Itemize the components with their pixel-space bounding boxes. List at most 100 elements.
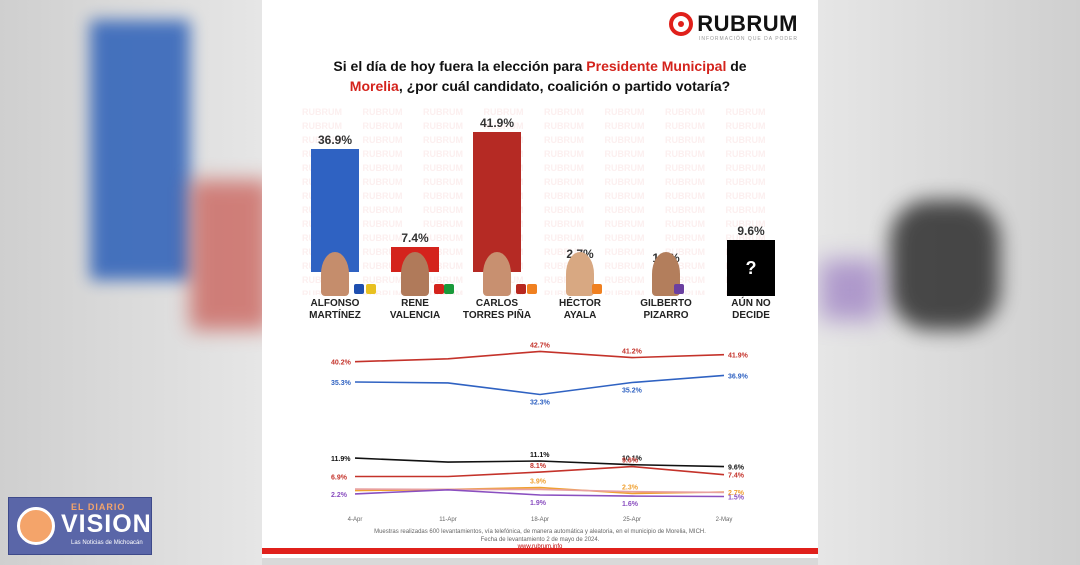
rubrum-tagline: INFORMACIÓN QUE DA PODER bbox=[698, 36, 798, 42]
blurred-blue-bar bbox=[90, 20, 190, 280]
candidate-name-line: HÉCTOR bbox=[558, 298, 602, 309]
footer-red-band: www.rubrum.info bbox=[262, 544, 818, 554]
series-point-label: 7.4% bbox=[728, 473, 745, 480]
series-line-1 bbox=[355, 465, 725, 478]
candidate-name-line: VALENCIA bbox=[389, 310, 441, 321]
question-highlight-city: Morelia bbox=[349, 78, 399, 94]
trend-chart-others: 11.9%11.1%10.1%9.6%6.9%8.1%9.6%7.4%3.9%2… bbox=[331, 452, 745, 523]
candidate-name-line: MARTÍNEZ bbox=[309, 310, 361, 321]
series-point-label: 10.1% bbox=[622, 456, 643, 463]
series-point-label: 1.5% bbox=[728, 494, 745, 501]
trend-chart-leaders: 40.2% 42.7% 41.2% 41.9% 35.3% 32.3% 35.2% 36.9% bbox=[331, 342, 749, 406]
x-tick-label: 11-Apr bbox=[439, 517, 457, 523]
series-point-label: 2.7% bbox=[728, 490, 745, 497]
series-line-0 bbox=[354, 350, 725, 363]
candidate-photo-0 bbox=[321, 252, 349, 296]
candidate-name-0: ALFONSO MARTÍNEZ bbox=[295, 298, 375, 322]
candidate-name-line: AYALA bbox=[563, 310, 597, 321]
footer-website: www.rubrum.info bbox=[517, 544, 563, 550]
bar-label-1: 7.4% bbox=[401, 231, 429, 246]
series-point-label: 36.9% bbox=[728, 373, 749, 380]
blurred-purple-shape bbox=[820, 260, 880, 320]
party-logo-icon bbox=[434, 284, 444, 294]
candidate-name-line: PIZARRO bbox=[643, 310, 689, 321]
series-point-label: 2.3% bbox=[622, 485, 639, 492]
series-point-label: 3.9% bbox=[530, 479, 547, 486]
footer-methodology: Muestras realizadas 600 levantamientos, … bbox=[374, 529, 706, 535]
blurred-red-shape bbox=[190, 180, 262, 330]
bar-label-2: 41.9% bbox=[479, 116, 515, 131]
series-point-label: 9.6% bbox=[622, 458, 639, 465]
poll-card: RUBRUM INFORMACIÓN QUE DA PODER Si el dí… bbox=[262, 0, 818, 558]
party-logo-icon bbox=[592, 284, 602, 294]
candidate-name-line: ALFONSO bbox=[310, 298, 360, 309]
diario-logo-main: VISION bbox=[61, 510, 152, 538]
diario-logo-top: EL DIARIO bbox=[71, 502, 126, 512]
rubrum-logo-icon bbox=[669, 12, 694, 36]
candidate-name-line: DECIDE bbox=[732, 310, 770, 321]
background-left-blur bbox=[0, 0, 262, 565]
question-part3: , ¿por cuál candidato, coalición o parti… bbox=[398, 78, 731, 94]
candidate-photo-1 bbox=[401, 252, 429, 296]
x-tick-label: 18-Apr bbox=[531, 517, 549, 523]
rubrum-watermark: RUBRUM RUBRUM RUBRUM RUBRUM RUBRUM RUBRU… bbox=[302, 107, 766, 295]
series-point-label: 8.1% bbox=[530, 463, 547, 470]
series-point-label: 11.9% bbox=[331, 456, 351, 463]
rubrum-logo-text: RUBRUM bbox=[697, 11, 798, 36]
candidate-name-line: GILBERTO bbox=[640, 298, 692, 309]
series-point-label: 40.2% bbox=[331, 360, 352, 367]
series-line-3 bbox=[354, 488, 725, 494]
candidate-name-line: AÚN NO bbox=[731, 298, 771, 309]
candidate-name-2: CARLOS TORRES PIÑA bbox=[457, 298, 537, 322]
undecided-silhouette-icon: ? bbox=[727, 240, 775, 296]
party-logo-icon bbox=[516, 284, 526, 294]
bar-label-5: 9.6% bbox=[737, 224, 765, 238]
candidate-name-line: CARLOS bbox=[475, 298, 519, 309]
bar-0 bbox=[311, 149, 359, 272]
series-line-4 bbox=[354, 488, 725, 498]
bar-2 bbox=[473, 132, 521, 272]
party-logo-icon bbox=[366, 284, 376, 294]
blurred-black-shape bbox=[890, 200, 1000, 330]
series-point-label: 6.9% bbox=[331, 475, 348, 482]
poll-question: Si el día de hoy fuera la elección para … bbox=[262, 56, 818, 96]
candidate-name-line: TORRES PIÑA bbox=[462, 310, 532, 321]
x-tick-label: 2-May bbox=[716, 517, 733, 523]
footer-date: Fecha de levantamiento 2 de mayo de 2024… bbox=[480, 537, 600, 543]
diario-logo-sub: Las Noticias de Michoacán bbox=[71, 540, 143, 546]
series-point-label: 11.1% bbox=[530, 452, 550, 459]
rubrum-logo: RUBRUM bbox=[669, 12, 798, 36]
series-line-1 bbox=[354, 374, 725, 396]
party-logo-icon bbox=[354, 284, 364, 294]
el-diario-vision-logo: EL DIARIO VISION Las Noticias de Michoac… bbox=[8, 497, 152, 555]
candidate-name-3: HÉCTOR AYALA bbox=[540, 298, 620, 322]
series-line-0 bbox=[354, 457, 725, 468]
question-part1: Si el día de hoy fuera la elección para bbox=[333, 58, 587, 74]
series-point-label: 1.6% bbox=[622, 501, 639, 508]
candidate-name-5: AÚN NO DECIDE bbox=[711, 298, 791, 322]
background-right-blur bbox=[818, 0, 1080, 565]
candidate-name-line: RENE bbox=[401, 298, 429, 309]
series-point-label: 41.2% bbox=[622, 349, 643, 356]
series-point-label: 35.2% bbox=[622, 387, 643, 394]
party-logo-icon bbox=[674, 284, 684, 294]
x-tick-label: 25-Apr bbox=[623, 517, 641, 523]
party-logo-icon bbox=[444, 284, 454, 294]
candidate-name-4: GILBERTO PIZARRO bbox=[626, 298, 706, 322]
series-point-label: 42.7% bbox=[530, 342, 551, 349]
series-point-label: 35.3% bbox=[331, 380, 352, 387]
candidate-photo-2 bbox=[483, 252, 511, 296]
diario-logo-icon bbox=[17, 507, 55, 545]
series-point-label: 32.3% bbox=[530, 399, 551, 406]
candidate-photo-3 bbox=[566, 252, 594, 296]
candidate-name-1: RENE VALENCIA bbox=[375, 298, 455, 322]
series-point-label: 41.9% bbox=[728, 353, 749, 360]
x-tick-label: 4-Apr bbox=[348, 517, 363, 523]
party-logo-icon bbox=[527, 284, 537, 294]
bar-label-0: 36.9% bbox=[317, 133, 353, 147]
series-point-label: 9.6% bbox=[728, 465, 745, 472]
series-point-label: 2.2% bbox=[331, 492, 348, 499]
question-highlight-office: Presidente Municipal bbox=[586, 58, 727, 74]
question-part2: de bbox=[726, 58, 747, 74]
series-point-label: 1.9% bbox=[530, 500, 547, 507]
